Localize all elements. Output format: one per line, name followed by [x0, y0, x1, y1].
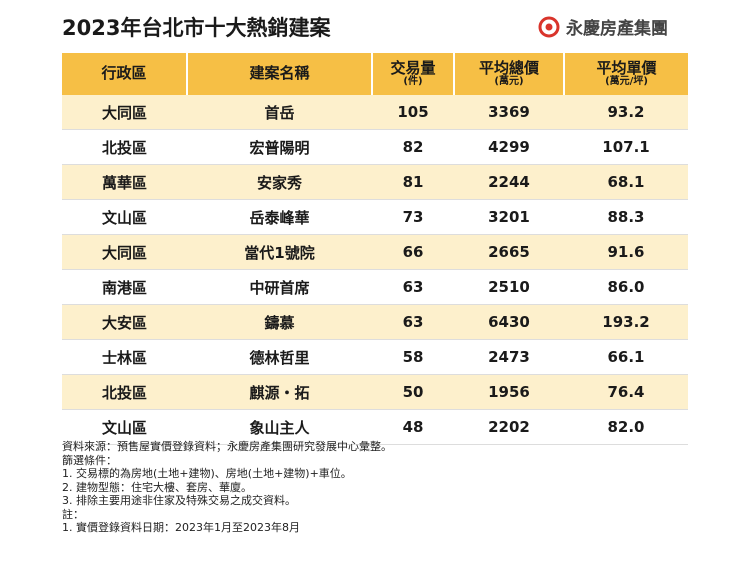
table-cell: 76.4: [564, 374, 688, 410]
table-cell: 宏普陽明: [187, 129, 372, 165]
table-cell: 68.1: [564, 164, 688, 200]
table-cell: 2665: [454, 234, 564, 270]
column-header: 行政區: [62, 53, 187, 95]
column-label: 行政區: [101, 64, 147, 83]
header-row: 行政區 建案名稱 交易量 (件) 平均總價 (萬元) 平均單價 (萬元/坪): [62, 53, 688, 95]
brand: 永慶房產集團: [538, 14, 668, 39]
note-line: 註：: [62, 507, 84, 521]
column-label: 平均總價: [478, 58, 539, 77]
note-line: 1. 實價登錄資料日期：2023年1月至2023年8月: [62, 521, 300, 534]
column-unit: (件): [403, 75, 423, 87]
table-cell: 107.1: [564, 129, 688, 165]
table-cell: 93.2: [564, 95, 688, 130]
column-label: 建案名稱: [249, 64, 310, 83]
table-cell: 中研首席: [187, 269, 372, 305]
table-cell: 鑄慕: [187, 304, 372, 340]
table-cell: 萬華區: [62, 164, 187, 200]
column-label: 交易量: [390, 58, 436, 77]
note-line: 3. 排除主要用途非住家及特殊交易之成交資料。: [62, 494, 296, 507]
table-cell: 2202: [454, 409, 564, 445]
table-cell: 81: [372, 164, 454, 200]
table-cell: 文山區: [62, 199, 187, 235]
table-cell: 文山區: [62, 409, 187, 445]
table-cell: 北投區: [62, 129, 187, 165]
table-row: 萬華區 安家秀 81 2244 68.1: [62, 164, 688, 200]
table-cell: 82.0: [564, 409, 688, 445]
note-line: 2. 建物型態：住宅大樓、套房、華廈。: [62, 480, 252, 494]
table-row: 北投區 宏普陽明 82 4299 107.1: [62, 129, 688, 165]
table: 行政區 建案名稱 交易量 (件) 平均總價 (萬元) 平均單價 (萬元/坪) 大同區 首岳 105…: [62, 53, 688, 445]
column-header: 交易量 (件): [371, 53, 454, 95]
table-cell: 當代1號院: [187, 234, 372, 270]
table-cell: 安家秀: [187, 164, 372, 200]
table-body: 大同區 首岳 105 3369 93.2 北投區 宏普陽明 82 4299 107.1 萬華區 安家秀…: [62, 95, 688, 445]
table-cell: 88.3: [564, 199, 688, 235]
note-line: 篩選條件：: [62, 453, 117, 467]
table-row: 士林區 德林哲里 58 2473 66.1: [62, 339, 688, 375]
table-cell: 63: [372, 304, 454, 340]
column-header: 建案名稱: [186, 53, 372, 95]
table-cell: 北投區: [62, 374, 187, 410]
table-cell: 德林哲里: [187, 339, 372, 375]
table-cell: 66.1: [564, 339, 688, 375]
table-cell: 86.0: [564, 269, 688, 305]
brand-name: 永慶房產集團: [566, 19, 668, 39]
note-line: 資料來源：預售屋實價登錄資料；永慶房產集團研究發展中心彙整。: [62, 440, 392, 453]
table-cell: 2510: [454, 269, 564, 305]
table-row: 大同區 當代1號院 66 2665 91.6: [62, 234, 688, 270]
table-cell: 105: [372, 95, 454, 130]
table-cell: 82: [372, 129, 454, 165]
column-header: 平均單價 (萬元/坪): [563, 53, 688, 95]
brand-logo: [538, 16, 560, 37]
title: 2023年台北市十大熱銷建案: [62, 16, 331, 40]
table-cell: 2473: [454, 339, 564, 375]
table-cell: 南港區: [62, 269, 187, 305]
table-cell: 91.6: [564, 234, 688, 270]
notes: 資料來源：預售屋實價登錄資料；永慶房產集團研究發展中心彙整。 篩選條件： 1. 交易…: [62, 440, 392, 535]
table-row: 大同區 首岳 105 3369 93.2: [62, 95, 688, 130]
table-cell: 6430: [454, 304, 564, 340]
column-header: 平均總價 (萬元): [453, 53, 564, 95]
column-unit: (萬元): [494, 75, 524, 87]
table-cell: 麒源・拓: [187, 374, 372, 410]
table-cell: 73: [372, 199, 454, 235]
column-unit: (萬元/坪): [605, 75, 648, 87]
table-cell: 大同區: [62, 234, 187, 270]
table-cell: 48: [372, 409, 454, 445]
table-cell: 193.2: [564, 304, 688, 340]
table-cell: 象山主人: [187, 409, 372, 445]
table-cell: 首岳: [187, 95, 372, 130]
table-row: 文山區 象山主人 48 2202 82.0: [62, 409, 688, 445]
table-cell: 63: [372, 269, 454, 305]
note-line: 1. 交易標的為房地(土地+建物)、房地(土地+建物)+車位。: [62, 467, 352, 480]
table-row: 南港區 中研首席 63 2510 86.0: [62, 269, 688, 305]
table-cell: 大同區: [62, 95, 187, 130]
table-cell: 大安區: [62, 304, 187, 340]
table-cell: 3369: [454, 95, 564, 130]
table-cell: 50: [372, 374, 454, 410]
table-row: 北投區 麒源・拓 50 1956 76.4: [62, 374, 688, 410]
table-cell: 2244: [454, 164, 564, 200]
table-cell: 士林區: [62, 339, 187, 375]
table-cell: 66: [372, 234, 454, 270]
table-cell: 3201: [454, 199, 564, 235]
table-cell: 1956: [454, 374, 564, 410]
table-row: 大安區 鑄慕 63 6430 193.2: [62, 304, 688, 340]
table-cell: 4299: [454, 129, 564, 165]
table-cell: 58: [372, 339, 454, 375]
column-label: 平均單價: [596, 58, 657, 77]
table-cell: 岳泰峰華: [187, 199, 372, 235]
table-row: 文山區 岳泰峰華 73 3201 88.3: [62, 199, 688, 235]
